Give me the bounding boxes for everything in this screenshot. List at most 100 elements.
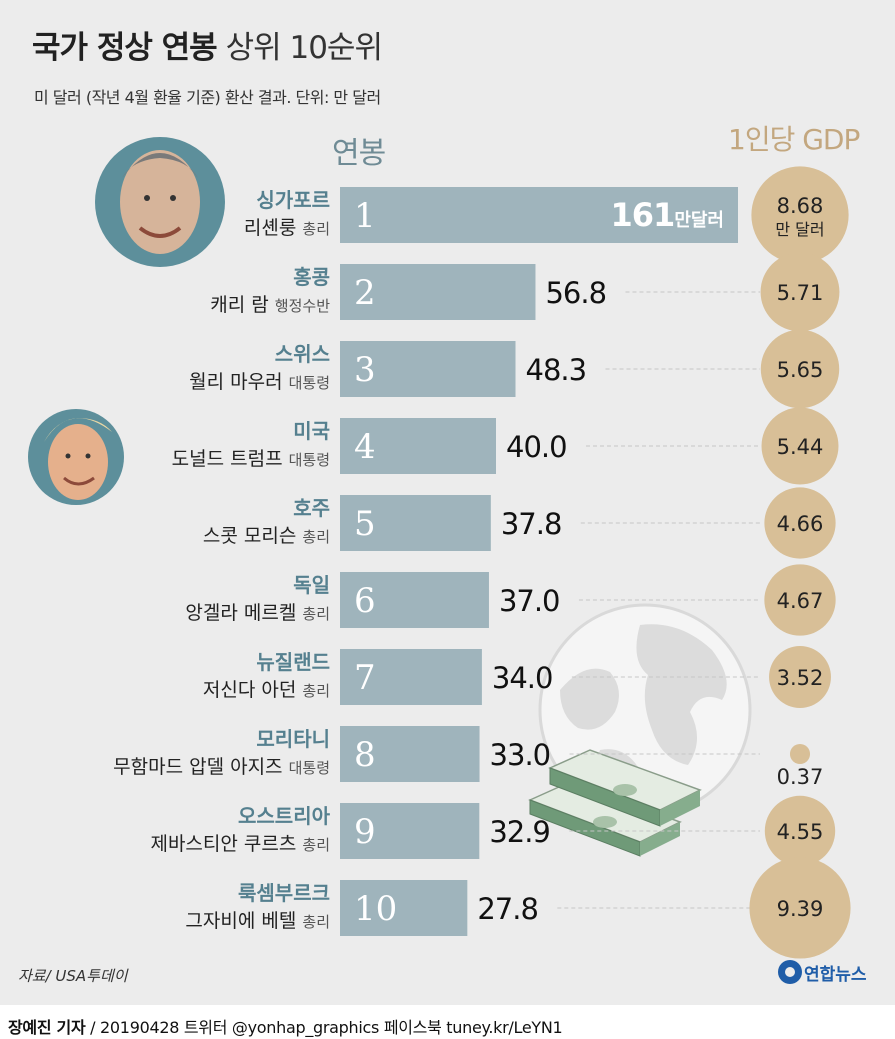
gdp-value: 4.67 <box>777 589 824 613</box>
salary-column-header: 연봉 <box>332 136 386 171</box>
country-label: 모리타니 <box>256 727 330 751</box>
salary-value-number: 161 <box>611 196 675 234</box>
rank-number: 6 <box>354 581 376 621</box>
country-label: 호주 <box>293 496 330 520</box>
gdp-value: 4.66 <box>777 512 824 536</box>
leader-label: 제바스티안 쿠르츠 총리 <box>150 833 330 855</box>
gdp-value: 5.71 <box>777 281 824 305</box>
salary-bar <box>340 880 468 936</box>
leader-label: 리셴룽 총리 <box>244 217 330 239</box>
rank-number: 10 <box>354 889 397 929</box>
leader-label: 스콧 모리슨 총리 <box>203 525 330 547</box>
salary-value: 34.0 <box>492 661 553 695</box>
yonhap-logo-label: 연합뉴스 <box>804 965 867 985</box>
salary-bar <box>340 572 489 628</box>
leader-role: 대통령 <box>289 759 330 777</box>
salary-bar <box>340 264 536 320</box>
leader-name: 무함마드 압델 아지즈 <box>113 756 288 778</box>
page-title: 국가 정상 연봉 상위 10순위 <box>32 22 383 67</box>
gdp-circle <box>749 857 851 959</box>
salary-bar <box>340 187 738 243</box>
salary-value-unit: 만달러 <box>674 210 724 231</box>
money-stack-icon <box>528 749 702 857</box>
leader-label: 무함마드 압델 아지즈 대통령 <box>113 756 330 778</box>
reporter-name: 장예진 기자 <box>8 1018 86 1037</box>
salary-value: 33.0 <box>490 738 551 772</box>
leader-role: 총리 <box>302 682 330 700</box>
decorations <box>28 137 752 857</box>
salary-value: 27.8 <box>477 892 538 926</box>
gdp-value: 3.52 <box>777 666 824 690</box>
gdp-value: 5.44 <box>777 435 824 459</box>
leader-label: 그자비에 베텔 총리 <box>185 910 330 932</box>
gdp-circle <box>760 329 840 409</box>
salary-bar <box>340 726 480 782</box>
gdp-value: 8.68 <box>777 194 824 218</box>
salary-value: 48.3 <box>526 353 587 387</box>
source-note: 자료/ USA투데이 <box>18 967 128 985</box>
leader-label: 앙겔라 메르켈 총리 <box>185 602 330 624</box>
gdp-unit: 만 달러 <box>775 220 824 239</box>
leader-role: 대통령 <box>289 451 330 469</box>
country-label: 오스트리아 <box>238 804 331 828</box>
rank-number: 2 <box>354 273 376 313</box>
leader-photo-usa <box>28 409 124 505</box>
gdp-value: 5.65 <box>777 358 824 382</box>
leader-name: 리셴룽 <box>244 217 302 239</box>
country-label: 미국 <box>293 419 330 443</box>
country-label: 독일 <box>293 573 330 597</box>
salary-bar <box>340 341 516 397</box>
gdp-value: 4.55 <box>777 820 824 844</box>
country-label: 싱가포르 <box>256 188 330 212</box>
leader-name: 저신다 아던 <box>203 679 302 701</box>
infographic-card: 국가 정상 연봉 상위 10순위 미 달러 (작년 4월 환율 기준) 환산 결… <box>0 0 895 1005</box>
rank-number: 5 <box>354 504 376 544</box>
leader-label: 저신다 아던 총리 <box>203 679 330 701</box>
country-label: 홍콩 <box>293 265 330 289</box>
salary-value: 40.0 <box>506 430 567 464</box>
leader-label: 월리 마우러 대통령 <box>189 371 330 393</box>
gdp-circle <box>751 166 849 264</box>
leader-role: 총리 <box>302 220 330 238</box>
salary-value: 37.8 <box>501 507 562 541</box>
gdp-circle <box>769 646 831 708</box>
leader-label: 캐리 람 행정수반 <box>210 294 330 316</box>
salary-bar <box>340 495 491 551</box>
gdp-circle <box>761 407 839 485</box>
gdp-circle <box>789 743 811 765</box>
salary-bar <box>340 649 482 705</box>
gdp-circle <box>764 564 836 636</box>
salary-bar <box>340 418 496 474</box>
gdp-value: 0.37 <box>777 765 824 789</box>
gdp-circle <box>760 252 840 332</box>
gdp-circle <box>764 795 836 867</box>
leader-role: 행정수반 <box>275 297 330 315</box>
salary-bar <box>340 803 480 859</box>
leader-name: 앙겔라 메르켈 <box>185 602 302 624</box>
leader-name: 스콧 모리슨 <box>203 525 302 547</box>
salary-value: 56.8 <box>545 276 606 310</box>
salary-value: 161만달러 <box>611 196 724 234</box>
leader-name: 제바스티안 쿠르츠 <box>150 833 302 855</box>
credit-rest: / 20190428 트위터 @yonhap_graphics 페이스북 tun… <box>90 1018 563 1037</box>
leader-name: 그자비에 베텔 <box>185 910 302 932</box>
rank-number: 1 <box>354 196 376 236</box>
leader-label: 도널드 트럼프 대통령 <box>172 448 330 470</box>
country-label: 뉴질랜드 <box>256 650 330 674</box>
leader-photo-singapore <box>95 137 225 267</box>
gdp-circle <box>764 487 836 559</box>
credit-line: 장예진 기자 / 20190428 트위터 @yonhap_graphics 페… <box>8 1014 563 1038</box>
country-label: 룩셈부르크 <box>238 881 330 905</box>
